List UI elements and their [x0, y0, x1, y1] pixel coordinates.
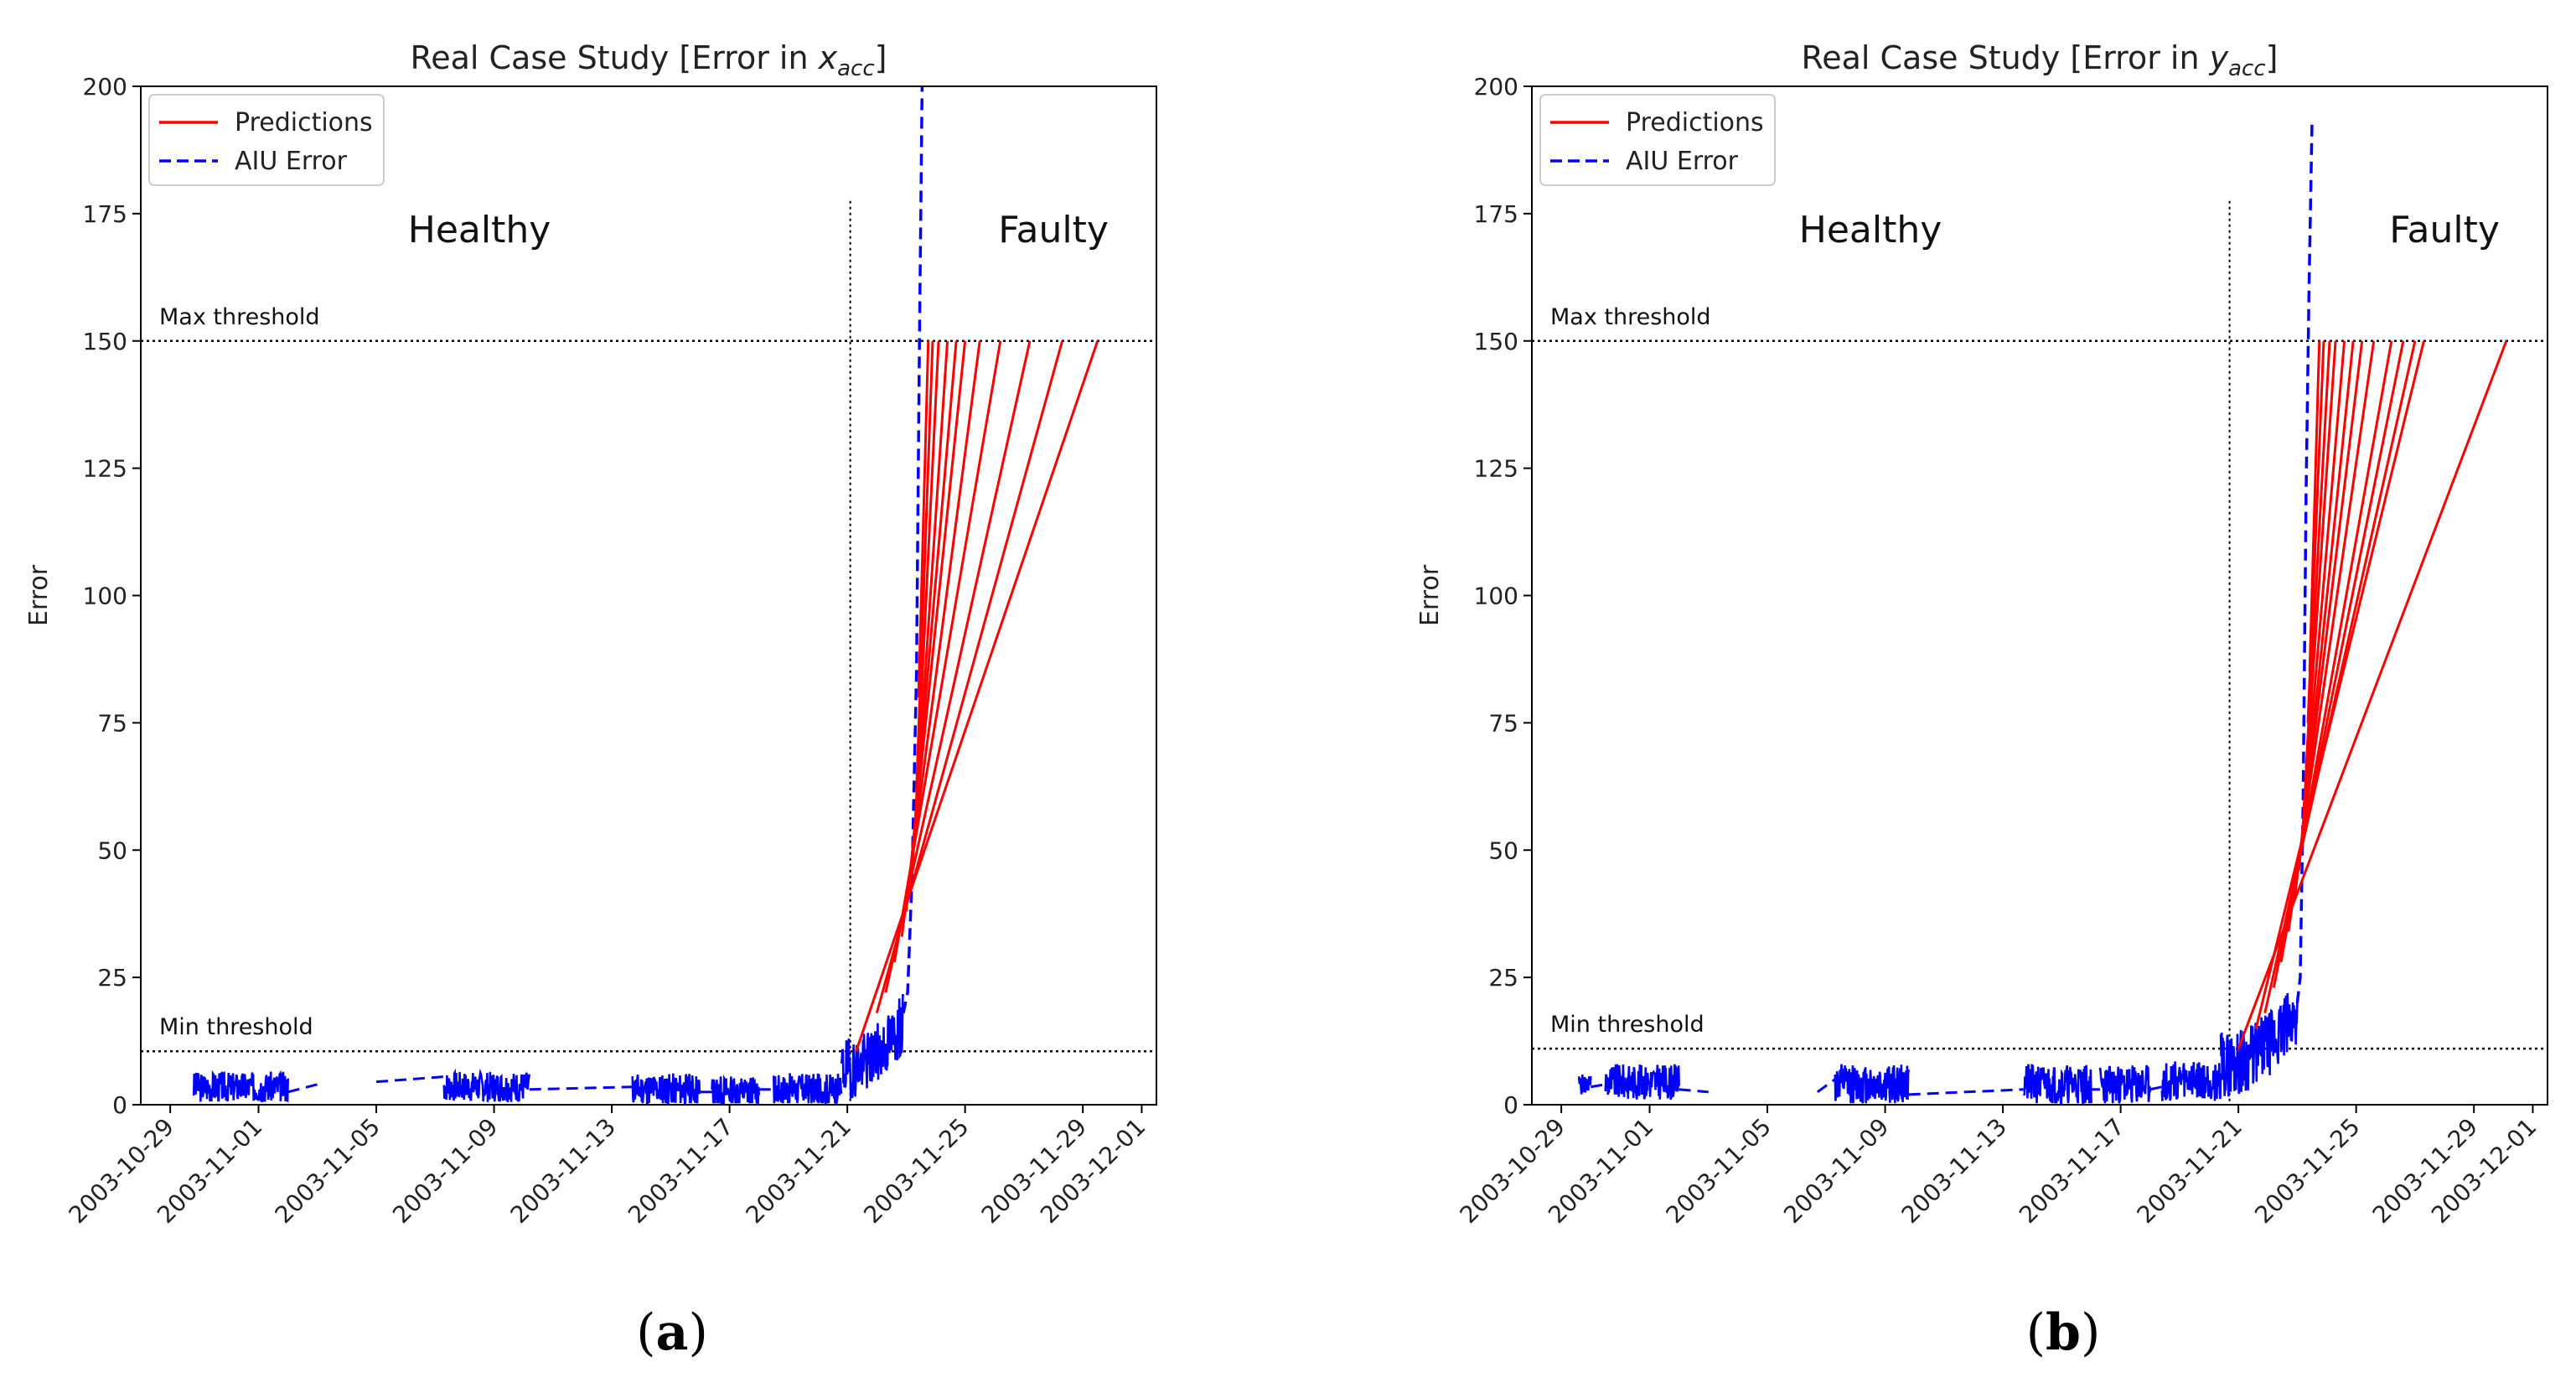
- x-tick-label: 2003-11-17: [2014, 1113, 2129, 1229]
- y-tick-label: 100: [1474, 583, 1518, 610]
- prediction-line: [915, 340, 934, 790]
- aiu-error-spike: [2295, 122, 2314, 1003]
- region-label: Faulty: [2389, 209, 2500, 251]
- y-tick-label: 25: [97, 964, 127, 992]
- threshold-label: Max threshold: [1550, 304, 1711, 330]
- legend-label: Predictions: [1626, 108, 1764, 137]
- legend-box: [1539, 94, 1776, 186]
- aiu-error-segment: [2022, 1064, 2092, 1105]
- x-tick-label: 2003-11-05: [270, 1113, 385, 1229]
- aiu-error-segment: [1834, 1064, 1910, 1104]
- y-tick-label: 25: [1488, 964, 1518, 992]
- prediction-line: [917, 340, 930, 698]
- title-suffix: ]: [875, 39, 887, 76]
- prediction-line: [2308, 340, 2321, 672]
- legend-label: Predictions: [235, 108, 373, 137]
- title-subscript: acc: [2228, 56, 2266, 81]
- y-tick-label: 175: [83, 200, 127, 228]
- aiu-error-spike: [902, 86, 924, 1014]
- y-tick-label: 175: [1474, 200, 1518, 228]
- aiu-error-gap: [287, 1083, 318, 1094]
- aiu-error-gap: [529, 1085, 633, 1091]
- x-tick-label: 2003-11-21: [2132, 1113, 2248, 1229]
- aiu-error-segment: [631, 1073, 701, 1105]
- chart-title: Real Case Study [Error in xacc]: [411, 39, 887, 81]
- x-tick-label: 2003-11-09: [1778, 1113, 1894, 1229]
- panel-label-b: (b): [2026, 1303, 2101, 1362]
- y-tick-label: 200: [1474, 73, 1518, 101]
- aiu-error-segment: [711, 1074, 760, 1105]
- title-text: Real Case Study [Error in: [411, 39, 819, 76]
- y-tick-label: 75: [97, 709, 127, 737]
- region-label: Faulty: [998, 209, 1109, 251]
- y-tick-label: 150: [1474, 328, 1518, 355]
- chart-y-acc: Real Case Study [Error in yacc] 0 25 50 75 10…: [1415, 39, 2548, 1229]
- prediction-line: [2300, 340, 2346, 841]
- region-label: Healthy: [1799, 209, 1942, 251]
- legend-box: [148, 94, 385, 186]
- threshold-label: Min threshold: [159, 1014, 313, 1040]
- prediction-line: [2254, 340, 2425, 1029]
- aiu-error-segment: [1577, 1074, 1592, 1095]
- y-tick-label: 0: [112, 1091, 127, 1119]
- aiu-error-segment: [192, 1070, 289, 1103]
- y-tick-label: 0: [1503, 1091, 1518, 1119]
- aiu-error-segment: [840, 993, 905, 1099]
- x-tick-label: 2003-11-17: [623, 1113, 738, 1229]
- x-tick-label: 2003-11-05: [1661, 1113, 1777, 1229]
- chart-title: Real Case Study [Error in yacc]: [1802, 39, 2279, 81]
- threshold-label: Max threshold: [159, 304, 320, 330]
- aiu-error-segment: [2160, 1061, 2222, 1101]
- x-tick-label: 2003-11-25: [2249, 1113, 2365, 1229]
- title-suffix: ]: [2266, 39, 2279, 76]
- y-axis-label: Error: [24, 564, 54, 626]
- y-tick-label: 125: [83, 455, 127, 483]
- title-subscript: acc: [837, 56, 875, 81]
- title-symbol: x: [818, 39, 838, 76]
- y-tick-label: 50: [97, 837, 127, 864]
- aiu-error-segment: [1604, 1064, 1680, 1101]
- aiu-error-gap: [1908, 1088, 2024, 1096]
- legend-label: AIU Error: [235, 147, 348, 176]
- y-tick-label: 125: [1474, 455, 1518, 483]
- aiu-error-gap: [1591, 1083, 1606, 1089]
- region-label: Healthy: [408, 209, 551, 251]
- y-axis-label: Error: [1415, 564, 1445, 626]
- title-symbol: y: [2209, 39, 2229, 76]
- y-tick-label: 75: [1488, 709, 1518, 737]
- aiu-error-gap: [1679, 1088, 1709, 1094]
- aiu-error-segment: [2098, 1064, 2151, 1104]
- aiu-error-gap: [375, 1075, 444, 1084]
- legend-label: AIU Error: [1626, 147, 1739, 176]
- axes-frame: [1531, 85, 2548, 1106]
- aiu-error-gap: [2149, 1085, 2163, 1091]
- x-tick-label: 2003-11-09: [387, 1113, 503, 1229]
- y-tick-label: 200: [83, 73, 127, 101]
- threshold-label: Min threshold: [1550, 1012, 1704, 1038]
- chart-x-acc: Real Case Study [Error in xacc] 0 25 50 75 10…: [24, 39, 1157, 1229]
- aiu-error-segment: [442, 1068, 530, 1103]
- aiu-error-segment: [2219, 992, 2299, 1097]
- axes-frame: [140, 85, 1157, 1106]
- y-tick-label: 150: [83, 328, 127, 355]
- aiu-error-segment: [773, 1073, 843, 1105]
- y-tick-label: 50: [1488, 837, 1518, 864]
- panel-label-a: (a): [636, 1303, 708, 1362]
- x-tick-label: 2003-11-25: [858, 1113, 974, 1229]
- prediction-line: [855, 340, 1099, 1052]
- plot-area: [1532, 122, 2548, 1105]
- title-text: Real Case Study [Error in: [1802, 39, 2210, 76]
- x-tick-label: 2003-11-13: [1896, 1113, 2012, 1229]
- prediction-line: [2263, 340, 2417, 1013]
- aiu-error-gap: [1816, 1078, 1836, 1094]
- x-tick-label: 2003-11-13: [505, 1113, 621, 1229]
- plot-area: [141, 86, 1156, 1105]
- x-tick-label: 2003-11-21: [741, 1113, 856, 1229]
- y-tick-label: 100: [83, 583, 127, 610]
